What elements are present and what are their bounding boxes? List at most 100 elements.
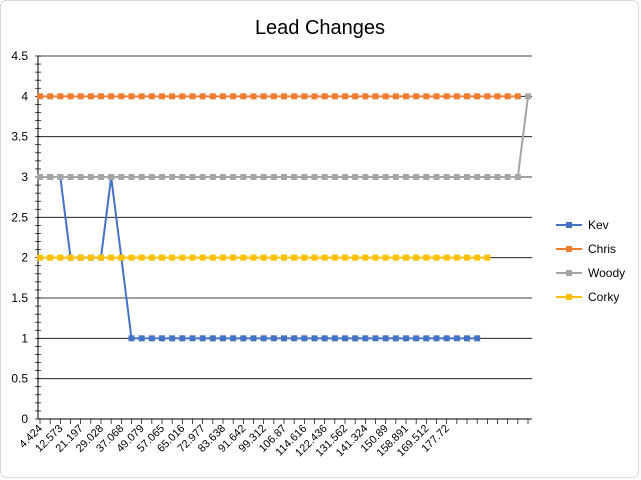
data-point-corky bbox=[260, 254, 267, 261]
data-point-corky bbox=[128, 254, 135, 261]
data-point-chris bbox=[464, 93, 470, 100]
data-point-chris bbox=[342, 93, 348, 100]
data-point-kev bbox=[453, 335, 460, 342]
data-point-kev bbox=[342, 335, 348, 342]
y-tick-label: 2.5 bbox=[11, 210, 28, 224]
data-point-kev bbox=[240, 335, 247, 342]
data-point-corky bbox=[67, 254, 74, 261]
data-point-kev bbox=[474, 335, 481, 342]
data-point-woody bbox=[250, 174, 257, 180]
data-point-kev bbox=[138, 335, 145, 342]
data-point-woody bbox=[108, 174, 115, 180]
data-point-woody bbox=[199, 174, 206, 180]
data-point-corky bbox=[433, 254, 440, 261]
data-point-woody bbox=[443, 174, 450, 180]
data-point-woody bbox=[514, 174, 521, 180]
data-point-chris bbox=[392, 93, 399, 100]
data-point-corky bbox=[392, 254, 399, 261]
data-point-corky bbox=[464, 254, 470, 261]
data-point-woody bbox=[37, 174, 43, 180]
y-tick-label: 4.5 bbox=[11, 49, 28, 63]
data-point-woody bbox=[321, 174, 328, 180]
data-point-corky bbox=[331, 254, 338, 261]
data-point-chris bbox=[148, 93, 155, 100]
data-point-woody bbox=[67, 174, 74, 180]
data-point-corky bbox=[362, 254, 369, 261]
data-point-woody bbox=[47, 174, 54, 180]
data-point-woody bbox=[87, 174, 94, 180]
data-point-kev bbox=[301, 335, 308, 342]
data-point-chris bbox=[321, 93, 328, 100]
legend-label-chris: Chris bbox=[588, 242, 616, 256]
data-point-woody bbox=[362, 174, 369, 180]
data-point-chris bbox=[87, 93, 94, 100]
data-point-woody bbox=[433, 174, 440, 180]
data-point-chris bbox=[159, 93, 165, 100]
axes bbox=[35, 55, 532, 424]
y-tick-label: 0.5 bbox=[11, 372, 28, 386]
data-point-kev bbox=[220, 335, 226, 342]
data-point-chris bbox=[260, 93, 267, 100]
data-point-kev bbox=[321, 335, 328, 342]
data-point-kev bbox=[230, 335, 237, 342]
data-point-corky bbox=[220, 254, 226, 261]
data-point-corky bbox=[474, 254, 481, 261]
data-point-kev bbox=[270, 335, 277, 342]
y-tick-label: 2 bbox=[21, 251, 28, 265]
data-point-woody bbox=[474, 174, 481, 180]
data-point-chris bbox=[453, 93, 460, 100]
data-point-woody bbox=[392, 174, 399, 180]
series-lines bbox=[37, 93, 531, 342]
data-point-woody bbox=[525, 93, 531, 100]
data-point-chris bbox=[270, 93, 277, 100]
data-point-woody bbox=[98, 174, 104, 180]
data-point-corky bbox=[372, 254, 379, 261]
data-point-woody bbox=[331, 174, 338, 180]
data-point-kev bbox=[169, 335, 176, 342]
data-point-chris bbox=[281, 93, 287, 100]
data-point-woody bbox=[484, 174, 491, 180]
data-point-kev bbox=[433, 335, 440, 342]
data-point-chris bbox=[37, 93, 43, 100]
data-point-chris bbox=[189, 93, 196, 100]
data-point-woody bbox=[281, 174, 287, 180]
data-point-chris bbox=[504, 93, 511, 100]
data-point-corky bbox=[342, 254, 348, 261]
data-point-corky bbox=[291, 254, 298, 261]
chart-title: Lead Changes bbox=[255, 17, 385, 39]
data-point-chris bbox=[514, 93, 521, 100]
legend-marker-kev bbox=[566, 222, 572, 228]
data-point-chris bbox=[413, 93, 420, 100]
data-point-chris bbox=[138, 93, 145, 100]
data-point-chris bbox=[362, 93, 369, 100]
data-point-kev bbox=[331, 335, 338, 342]
legend-marker-woody bbox=[566, 270, 572, 276]
data-point-corky bbox=[250, 254, 257, 261]
data-point-chris bbox=[67, 93, 74, 100]
legend-marker-chris bbox=[566, 246, 572, 252]
data-point-kev bbox=[352, 335, 359, 342]
data-point-woody bbox=[57, 174, 64, 180]
y-tick-labels: 0 0.5 1 1.5 2 2.5 3 3.5 4 4.5 bbox=[11, 49, 28, 426]
x-tick-labels: 4.42412.57321.19729.02837.06849.07957.06… bbox=[17, 423, 452, 460]
data-point-woody bbox=[352, 174, 359, 180]
data-point-woody bbox=[403, 174, 409, 180]
data-point-woody bbox=[118, 174, 125, 180]
data-point-chris bbox=[484, 93, 491, 100]
data-point-chris bbox=[311, 93, 318, 100]
data-point-corky bbox=[403, 254, 409, 261]
data-point-chris bbox=[291, 93, 298, 100]
data-point-kev bbox=[382, 335, 389, 342]
legend-label-kev: Kev bbox=[588, 218, 609, 232]
data-point-woody bbox=[77, 174, 84, 180]
data-point-woody bbox=[291, 174, 298, 180]
data-point-chris bbox=[494, 93, 501, 100]
data-point-chris bbox=[128, 93, 135, 100]
data-point-kev bbox=[128, 335, 135, 342]
data-point-kev bbox=[403, 335, 409, 342]
data-point-chris bbox=[352, 93, 359, 100]
y-tick-label: 3.5 bbox=[11, 130, 28, 144]
data-point-corky bbox=[311, 254, 318, 261]
